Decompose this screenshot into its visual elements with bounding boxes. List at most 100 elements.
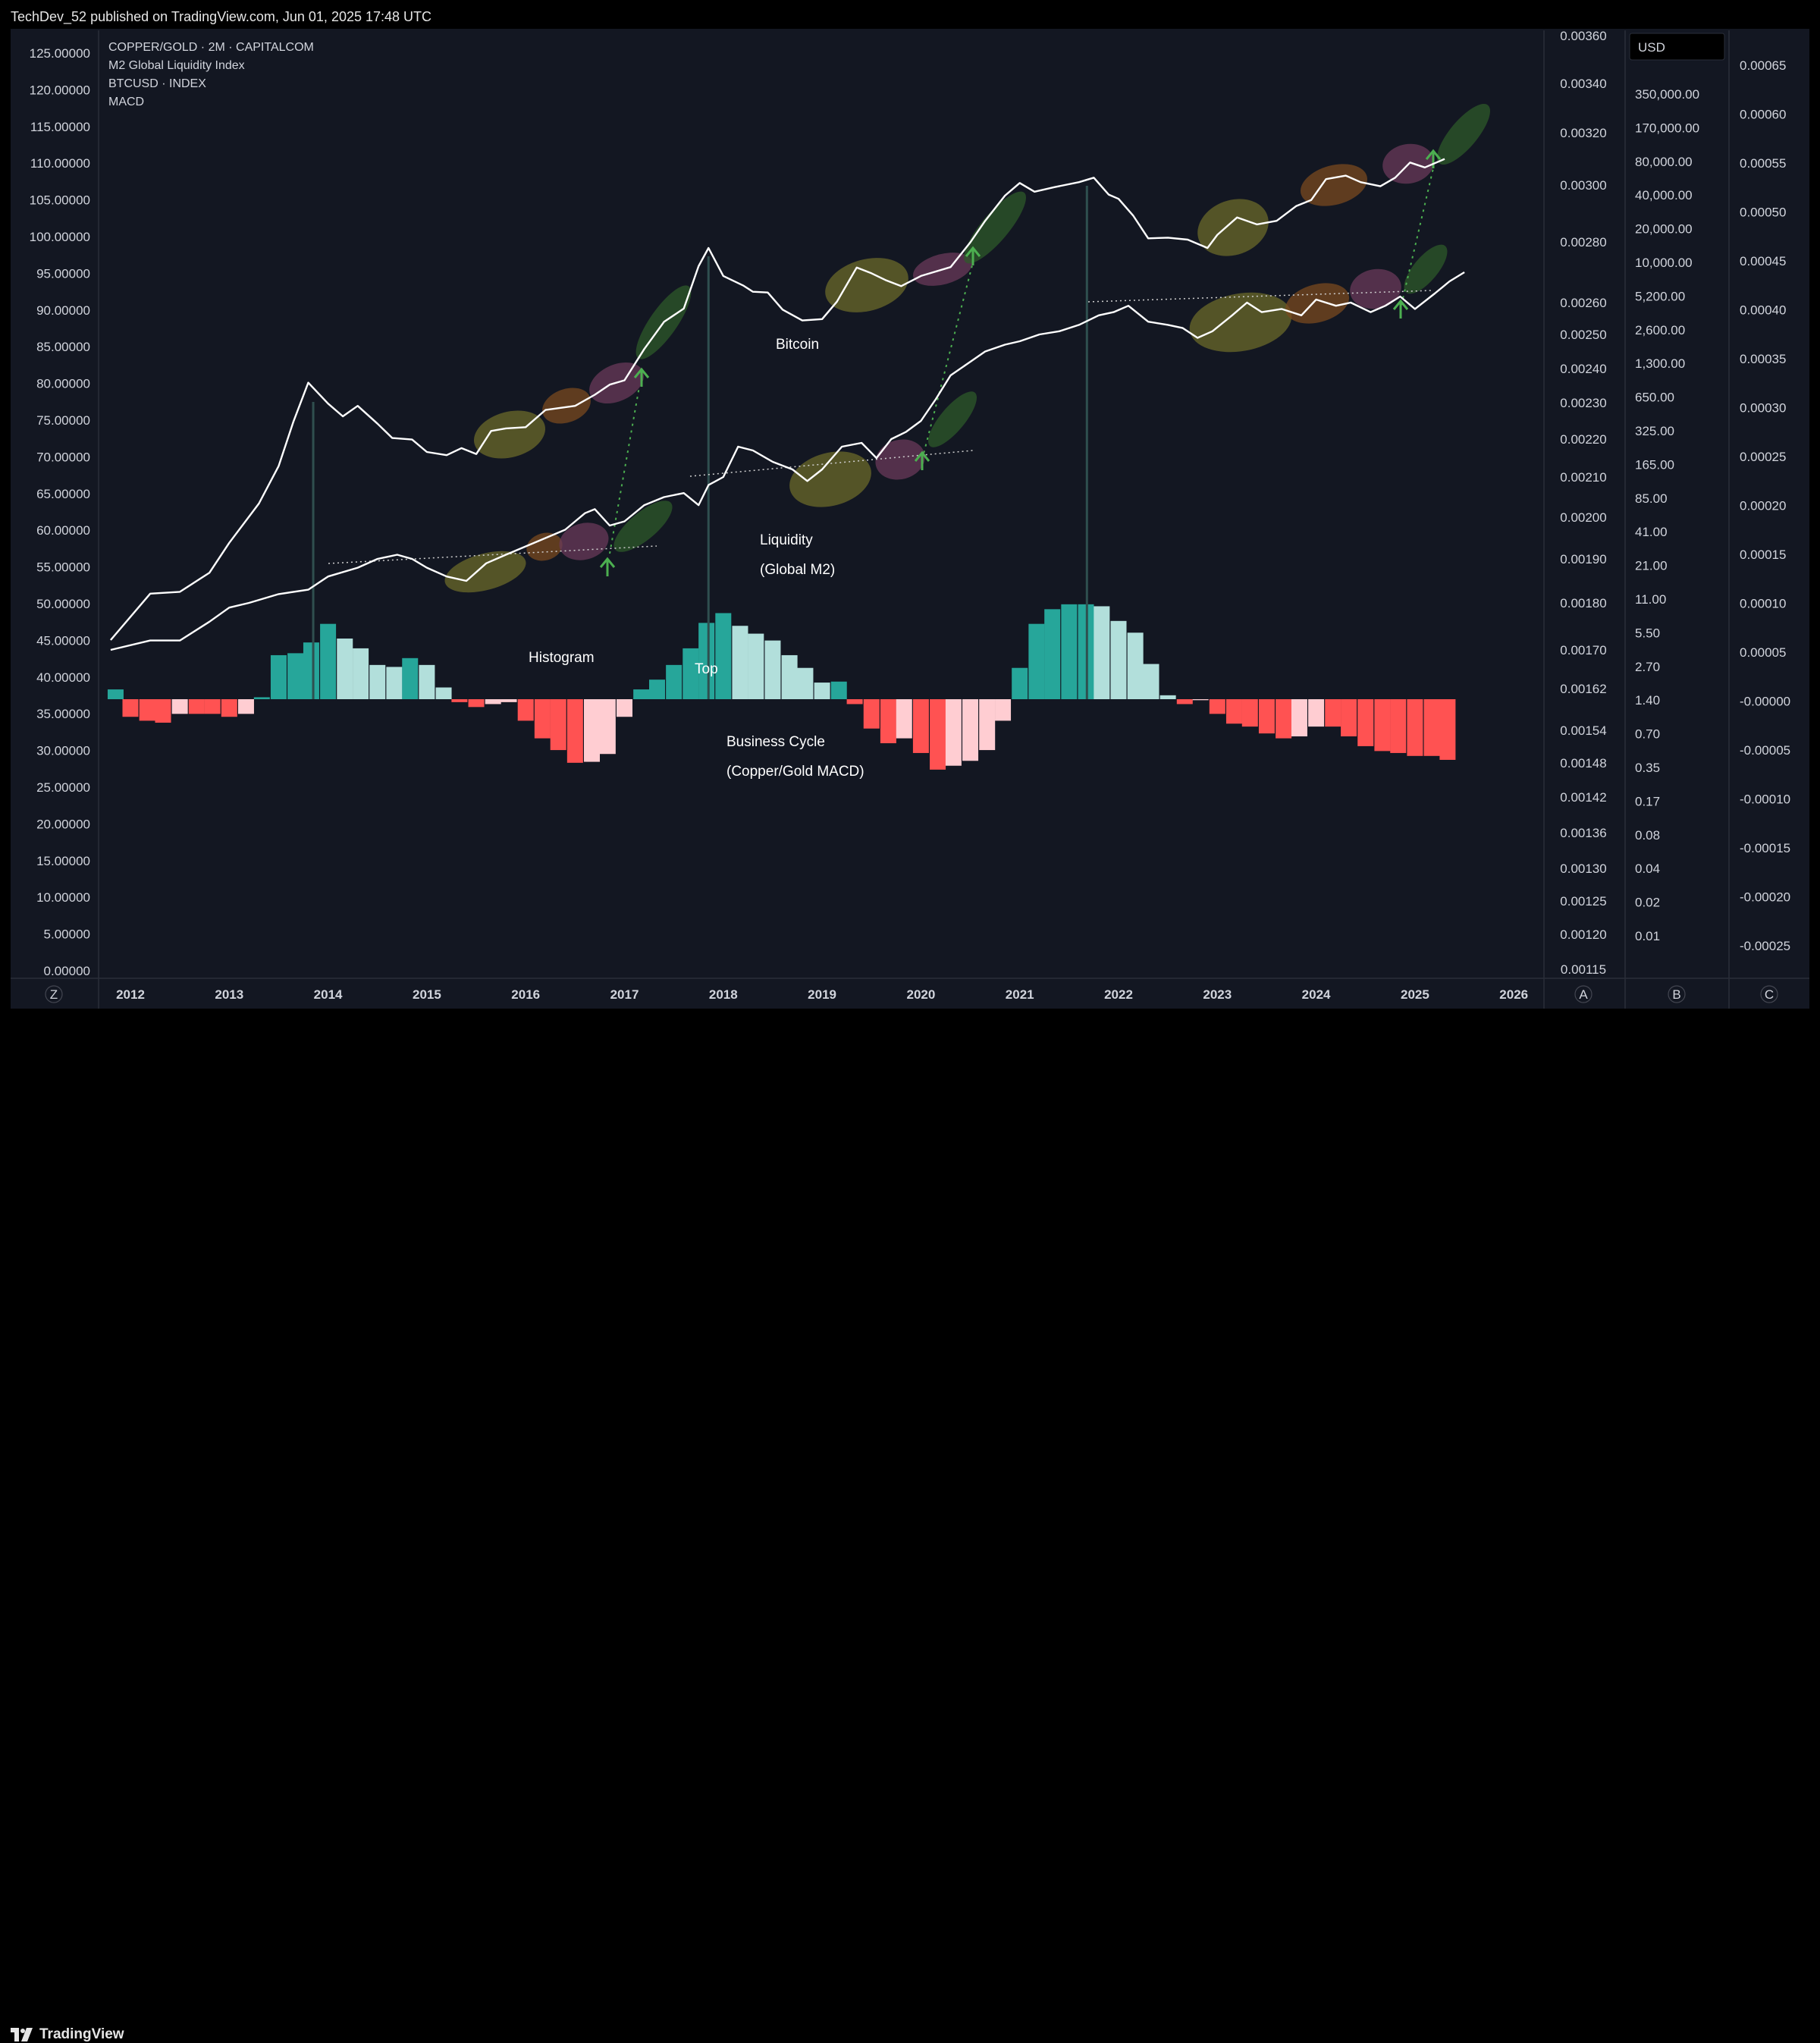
left-axis-tick-label: 110.00000	[30, 156, 90, 171]
histogram-bar	[1028, 623, 1045, 699]
left-axis-tick-label: 105.00000	[30, 193, 90, 208]
axis-a-tick-label: 0.00136	[1560, 826, 1606, 840]
axis-a-tick-label: 0.00260	[1560, 296, 1606, 310]
axis-a-tick-label: 0.00115	[1561, 962, 1606, 977]
histogram-bar	[435, 687, 452, 699]
time-axis-tick-label: 2015	[413, 987, 441, 1002]
tradingview-logo[interactable]: TradingView	[11, 2026, 124, 2043]
annotation-business-cycle: Business Cycle	[726, 734, 825, 750]
axis-b-tick-label: 165.00	[1635, 457, 1674, 472]
highlight-ellipse	[1285, 283, 1350, 324]
axis-b-tick-label: 0.04	[1635, 861, 1660, 876]
up-arrow-icon	[965, 246, 981, 265]
histogram-bar	[237, 699, 254, 714]
axis-a-tick-label: 0.00280	[1560, 235, 1606, 249]
left-axis-tick-label: 45.00000	[36, 633, 90, 648]
histogram-bar	[1110, 620, 1127, 699]
histogram-bar	[764, 640, 781, 699]
axis-b-tick-label: 21.00	[1635, 559, 1668, 573]
axis-a-tick-label: 0.00125	[1560, 894, 1606, 909]
histogram-bar	[122, 699, 139, 717]
axis-c-tick-label: 0.00025	[1740, 450, 1786, 464]
axis-b-tick-label: 0.17	[1635, 794, 1660, 808]
histogram-bar	[797, 667, 814, 699]
left-axis-tick-label: 10.00000	[36, 890, 90, 905]
axis-c-tick-label: 0.00010	[1740, 597, 1786, 611]
time-axis-tick-label: 2019	[808, 987, 836, 1002]
axis-c-tick-label: 0.00035	[1740, 352, 1786, 366]
histogram-bar	[287, 653, 304, 699]
histogram-bar	[1012, 667, 1028, 699]
currency-badge	[1629, 33, 1725, 61]
highlight-ellipse	[1197, 199, 1269, 256]
highlight-ellipse	[789, 451, 871, 507]
left-axis-tick-label: 60.00000	[36, 523, 90, 538]
axis-c-tick-label: 0.00050	[1740, 206, 1786, 220]
axis-a-tick-label: 0.00142	[1560, 790, 1606, 805]
histogram-bar	[698, 623, 715, 699]
chart-canvas[interactable]: 125.00000 120.00000 115.00000 110.00000 105.…	[0, 0, 1820, 1045]
legend-item-copper-gold[interactable]: COPPER/GOLD · 2M · CAPITALCOM	[108, 41, 314, 54]
highlight-ellipse	[875, 439, 925, 480]
highlight-ellipse	[1437, 103, 1490, 165]
axis-a-tick-label: 0.00340	[1560, 77, 1606, 91]
left-axis-tick-label: 120.00000	[30, 83, 90, 97]
axis-letter-z: Z	[50, 987, 58, 1002]
histogram-bar	[1225, 699, 1242, 724]
axis-a-tick-label: 0.00250	[1560, 328, 1606, 342]
histogram-bar	[880, 699, 896, 744]
legend-item-macd[interactable]: MACD	[108, 96, 145, 108]
axis-letter-badge	[45, 985, 63, 1003]
histogram-bar	[386, 667, 403, 699]
annotation-business-cycle-sub: (Copper/Gold MACD)	[726, 764, 864, 780]
histogram-bar	[155, 699, 171, 723]
axis-letter-c: C	[1765, 987, 1774, 1002]
axis-c-tick-label: 0.00055	[1740, 156, 1786, 171]
axis-a-tick-label: 0.00148	[1560, 756, 1606, 770]
legend-item-btcusd[interactable]: BTCUSD · INDEX	[108, 77, 206, 90]
highlight-ellipse	[1301, 164, 1367, 206]
histogram-bar	[599, 699, 616, 755]
histogram-bar	[912, 699, 929, 753]
time-axis-tick-label: 2025	[1401, 987, 1429, 1002]
axis-c-tick-label: 0.00045	[1740, 254, 1786, 268]
histogram-bar	[204, 699, 221, 714]
axis-a-tick-label: 0.00190	[1560, 552, 1606, 566]
time-axis-tick-label: 2024	[1302, 987, 1331, 1002]
annotation-bitcoin: Bitcoin	[776, 337, 819, 353]
axis-a-tick-label: 0.00230	[1560, 396, 1606, 410]
left-axis-tick-label: 25.00000	[36, 780, 90, 795]
histogram-bar	[353, 648, 369, 699]
histogram-bar	[1308, 699, 1325, 727]
left-axis-tick-label: 20.00000	[36, 817, 90, 831]
axis-b-tick-label: 85.00	[1635, 491, 1668, 506]
histogram-bar	[781, 654, 798, 699]
left-axis-tick-label: 50.00000	[36, 597, 90, 611]
axis-b-tick-label: 5.50	[1635, 626, 1660, 640]
legend-item-m2[interactable]: M2 Global Liquidity Index	[108, 59, 245, 72]
axis-b-tick-label: 10,000.00	[1635, 256, 1693, 270]
histogram-bar	[1325, 699, 1341, 727]
histogram-bar	[451, 699, 468, 702]
histogram-bar	[1192, 699, 1209, 701]
histogram-bar	[402, 657, 419, 699]
btc-line	[109, 158, 1445, 641]
axis-a-tick-label: 0.00360	[1560, 29, 1606, 43]
axis-letter-badge	[1668, 985, 1686, 1003]
histogram-bar	[1127, 632, 1144, 699]
histogram-bar	[633, 689, 650, 699]
histogram-bar	[1407, 699, 1423, 756]
axis-a-tick-label: 0.00154	[1560, 723, 1606, 738]
histogram-bar	[930, 699, 946, 770]
time-axis-tick-label: 2016	[511, 987, 540, 1002]
up-arrow-icon	[914, 450, 930, 470]
axis-b-tick-label: 5,200.00	[1635, 289, 1685, 303]
histogram-bar	[1209, 699, 1225, 714]
histogram-bar	[1094, 606, 1110, 699]
axis-b-tick-label: 0.02	[1635, 896, 1660, 910]
axis-c-tick-label: -0.00010	[1740, 792, 1790, 807]
highlight-ellipse	[825, 258, 908, 312]
axis-a-tick-label: 0.00120	[1560, 927, 1606, 942]
axis-b-tick-label: 20,000.00	[1635, 222, 1693, 237]
histogram-bar	[1176, 699, 1193, 705]
